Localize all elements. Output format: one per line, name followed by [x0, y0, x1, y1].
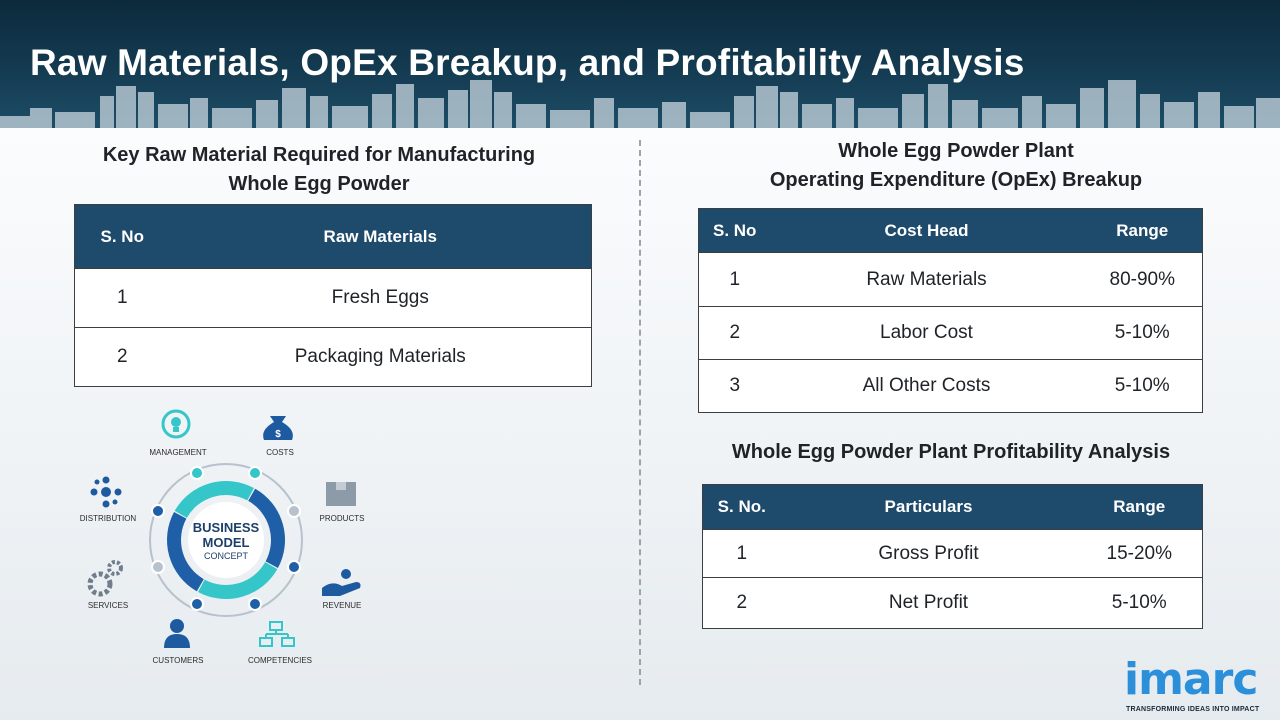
- col-header-sno: S. No: [74, 204, 170, 269]
- opex-title: Whole Egg Powder Plant Operating Expendi…: [698, 137, 1214, 195]
- cell-sno: 2: [698, 306, 771, 360]
- raw-materials-title-line1: Key Raw Material Required for Manufactur…: [102, 144, 536, 166]
- cell-sno: 1: [702, 529, 781, 578]
- imarc-logo: imarc TRANSFORMING IDEAS INTO IMPACT: [1124, 654, 1272, 718]
- cell-sno: 2: [702, 577, 781, 629]
- col-header-sno: S. No.: [702, 484, 781, 530]
- col-header-particulars: Particulars: [780, 484, 1077, 530]
- cell-cost-head: All Other Costs: [770, 359, 1083, 413]
- col-header-raw-materials: Raw Materials: [169, 204, 592, 269]
- profitability-table: S. No. Particulars Range 1 Gross Profit …: [702, 484, 1203, 629]
- opex-title-line1: Whole Egg Powder Plant: [838, 140, 1074, 162]
- page-title: Raw Materials, OpEx Breakup, and Profita…: [30, 42, 1025, 83]
- bm-label-distribution: DISTRIBUTION: [79, 514, 137, 523]
- cell-raw-material: Fresh Eggs: [169, 268, 592, 328]
- bm-center-line2: MODEL: [203, 535, 250, 550]
- cell-range: 15-20%: [1076, 529, 1203, 578]
- table-row: 3 All Other Costs 5-10%: [698, 359, 1203, 413]
- table-row: 1 Gross Profit 15-20%: [702, 529, 1203, 578]
- table-row: 2 Net Profit 5-10%: [702, 577, 1203, 629]
- gears-icon: [87, 560, 123, 597]
- cell-particular: Net Profit: [780, 577, 1077, 629]
- bm-label-competencies: COMPETENCIES: [247, 656, 312, 665]
- table-row: 1 Fresh Eggs: [74, 268, 592, 328]
- table-row: 1 Raw Materials 80-90%: [698, 252, 1203, 307]
- cell-sno: 2: [74, 327, 170, 387]
- table-row: 2 Packaging Materials: [74, 327, 592, 387]
- business-model-wheel: $: [87, 409, 361, 648]
- bm-label-products: PRODUCTS: [319, 514, 365, 523]
- col-header-range: Range: [1082, 208, 1203, 253]
- cell-particular: Gross Profit: [780, 529, 1077, 578]
- raw-materials-table: S. No Raw Materials 1 Fresh Eggs 2 Packa…: [74, 204, 592, 387]
- bm-center-line1: BUSINESS: [193, 520, 260, 535]
- header-banner: Raw Materials, OpEx Breakup, and Profita…: [0, 0, 1280, 128]
- table-row: 2 Labor Cost 5-10%: [698, 306, 1203, 360]
- opex-title-line2: Operating Expenditure (OpEx) Breakup: [769, 169, 1143, 191]
- col-header-sno: S. No: [698, 208, 771, 253]
- cell-sno: 1: [698, 252, 771, 307]
- money-bag-icon: $: [263, 416, 293, 440]
- cell-range: 5-10%: [1076, 577, 1203, 629]
- col-header-cost-head: Cost Head: [770, 208, 1083, 253]
- network-icon: [90, 476, 122, 508]
- svg-text:$: $: [275, 429, 281, 440]
- logo-name: imarc: [1124, 654, 1258, 705]
- opex-table: S. No Cost Head Range 1 Raw Materials 80…: [698, 208, 1203, 413]
- boxes-icon: [326, 482, 356, 506]
- city-skyline-graphic: [0, 80, 1280, 128]
- cell-range: 5-10%: [1082, 359, 1203, 413]
- bm-label-customers: CUSTOMERS: [152, 656, 204, 665]
- cell-sno: 1: [74, 268, 170, 328]
- profitability-title: Whole Egg Powder Plant Profitability Ana…: [731, 441, 1171, 463]
- cell-raw-material: Packaging Materials: [169, 327, 592, 387]
- cell-cost-head: Labor Cost: [770, 306, 1083, 360]
- bm-center-line3: CONCEPT: [204, 551, 249, 561]
- org-chart-icon: [259, 621, 295, 647]
- raw-materials-title-line2: Whole Egg Powder: [228, 173, 410, 195]
- bm-label-services: SERVICES: [87, 601, 129, 610]
- hand-coin-icon: [322, 569, 361, 596]
- cell-sno: 3: [698, 359, 771, 413]
- cell-range: 80-90%: [1082, 252, 1203, 307]
- cell-range: 5-10%: [1082, 306, 1203, 360]
- lightbulb-cycle-icon: [161, 409, 191, 439]
- logo-tagline: TRANSFORMING IDEAS INTO IMPACT: [1126, 706, 1260, 713]
- person-icon: [164, 619, 190, 648]
- column-divider: [639, 140, 641, 685]
- bm-label-revenue: REVENUE: [322, 601, 362, 610]
- raw-materials-title: Key Raw Material Required for Manufactur…: [60, 141, 578, 199]
- col-header-range: Range: [1076, 484, 1203, 530]
- bm-label-management: MANAGEMENT: [149, 448, 207, 457]
- business-model-graphic: $: [70, 400, 390, 675]
- bm-label-costs: COSTS: [266, 448, 294, 457]
- cell-cost-head: Raw Materials: [770, 252, 1083, 307]
